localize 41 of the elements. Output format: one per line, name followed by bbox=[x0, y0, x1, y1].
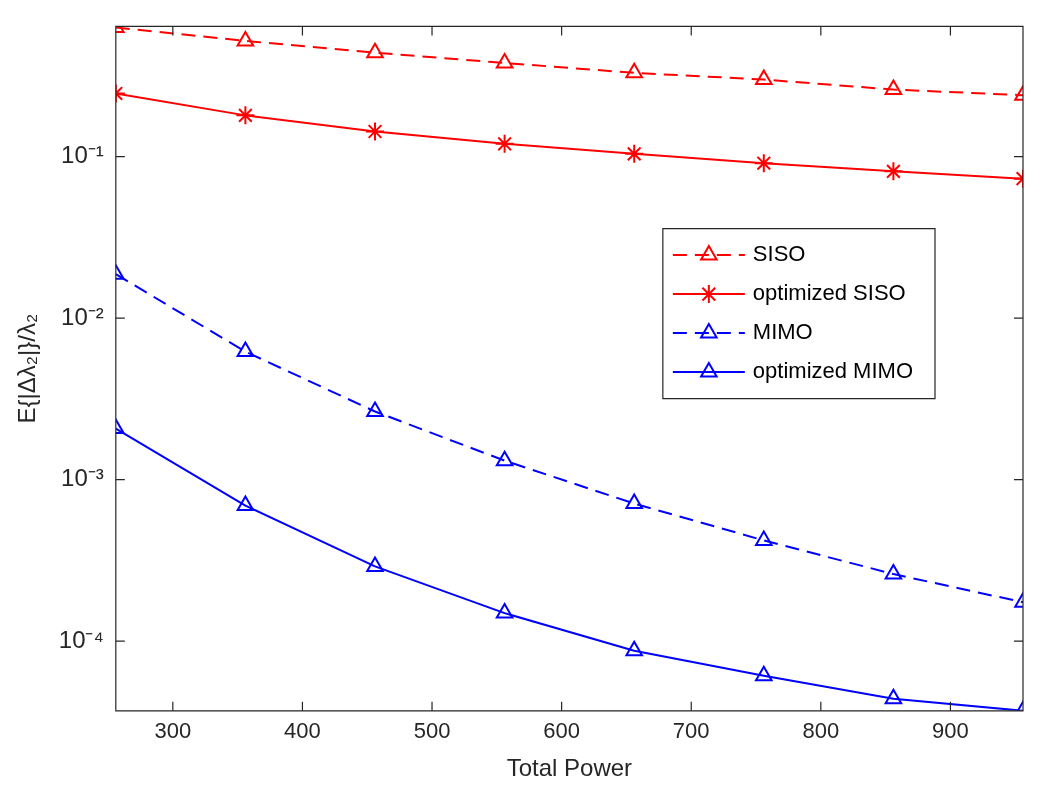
point bbox=[495, 450, 514, 467]
point bbox=[366, 556, 384, 572]
point bbox=[884, 688, 903, 705]
point bbox=[366, 42, 384, 59]
x-tick-label: 700 bbox=[672, 718, 710, 744]
point bbox=[753, 153, 774, 174]
point bbox=[625, 640, 643, 657]
point bbox=[365, 121, 386, 142]
point bbox=[884, 564, 903, 580]
point bbox=[755, 665, 773, 682]
point bbox=[495, 52, 514, 69]
point bbox=[625, 493, 643, 510]
y-tick-label: 10⁻⁴ bbox=[58, 625, 104, 653]
legend-label: optimized MIMO bbox=[752, 358, 914, 384]
x-tick-label: 600 bbox=[543, 718, 580, 744]
y-axis-title: E{|Δλ₂|}/λ₂ bbox=[13, 313, 41, 424]
x-tick-label: 300 bbox=[154, 718, 192, 744]
point bbox=[235, 105, 256, 126]
point bbox=[755, 530, 773, 546]
point bbox=[625, 62, 643, 79]
point bbox=[494, 133, 515, 154]
x-tick-label: 500 bbox=[413, 718, 451, 744]
y-tick-label: 10⁻³ bbox=[61, 464, 104, 492]
legend-label: MIMO bbox=[752, 319, 813, 345]
point bbox=[495, 603, 514, 619]
point bbox=[624, 143, 645, 164]
x-tick-label: 400 bbox=[284, 718, 321, 744]
point bbox=[884, 79, 903, 96]
y-tick-label: 10⁻¹ bbox=[61, 141, 104, 169]
x-axis-title: Total Power bbox=[506, 754, 633, 782]
point bbox=[366, 401, 384, 417]
point bbox=[883, 161, 904, 182]
legend-label: SISO bbox=[752, 241, 806, 267]
y-tick-label: 10⁻² bbox=[61, 302, 104, 330]
x-tick-label: 800 bbox=[802, 718, 840, 744]
point bbox=[236, 30, 255, 47]
x-tick-label: 900 bbox=[932, 718, 969, 744]
point bbox=[236, 341, 255, 358]
point bbox=[236, 495, 255, 512]
legend-label: optimized SISO bbox=[752, 280, 906, 306]
point bbox=[755, 69, 773, 86]
